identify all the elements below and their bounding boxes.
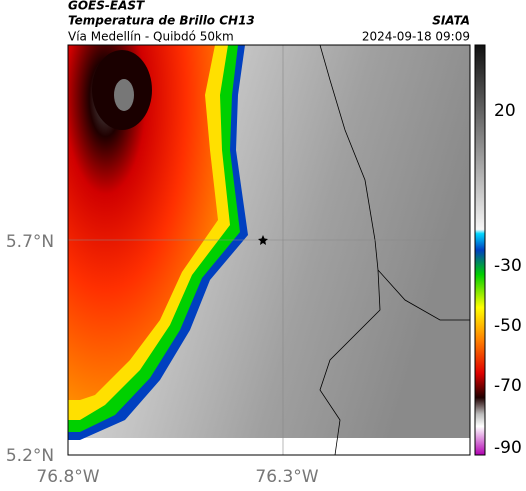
subtitle: Temperatura de Brillo CH13	[68, 14, 255, 28]
lon-label: 76.3°W	[255, 467, 318, 487]
colorbar-tick: -90	[494, 438, 522, 458]
colorbar	[474, 44, 486, 456]
lat-label: 5.7°N	[6, 232, 54, 252]
colorbar-tick: -30	[494, 256, 522, 276]
lat-label: 5.2°N	[6, 446, 54, 466]
map	[68, 45, 470, 455]
colorbar-tick: -50	[494, 316, 522, 336]
source: SIATA	[432, 14, 470, 28]
colorbar-tick: -70	[494, 376, 522, 396]
title: GOES-EAST	[68, 0, 145, 13]
location: Vía Medellín - Quibdó 50km	[68, 30, 234, 44]
colorbar-tick: 20	[494, 101, 516, 121]
map-frame	[67, 44, 471, 456]
datetime: 2024-09-18 09:09	[362, 30, 470, 44]
lon-label: 76.8°W	[36, 467, 99, 487]
